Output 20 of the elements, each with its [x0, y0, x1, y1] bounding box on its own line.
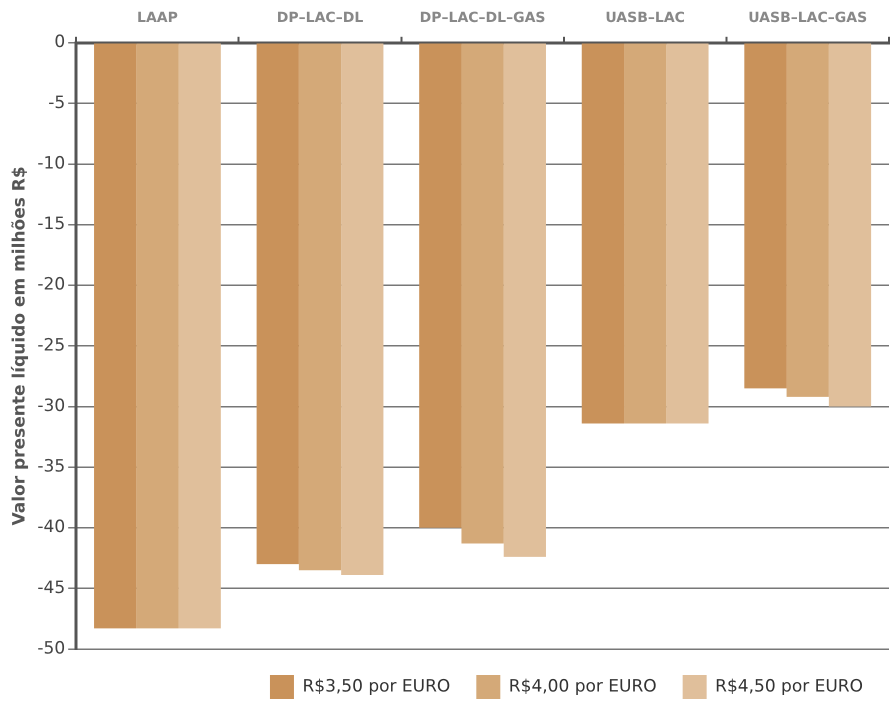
legend-label: R$4,50 por EURO [715, 676, 864, 696]
y-tick-label: -40 [37, 517, 66, 538]
y-tick-label: -5 [48, 92, 66, 113]
y-tick-label: -20 [37, 274, 66, 295]
legend-label: R$3,50 por EURO [302, 676, 450, 696]
y-tick-label: -45 [37, 578, 66, 598]
x-tick-label: DP–LAC–DL–GAS [420, 10, 546, 26]
x-tick-label: DP–LAC–DL [276, 10, 364, 26]
y-axis-title: Valor presente líquido em milhões R$ [10, 166, 30, 526]
y-tick-label: -50 [37, 638, 66, 658]
y-tick-label: -15 [37, 214, 66, 234]
x-tick-label: LAAP [137, 10, 178, 26]
x-tick-label: UASB–LAC–GAS [748, 10, 868, 26]
y-tick-label: -25 [37, 335, 66, 356]
y-tick-label: 0 [54, 32, 66, 52]
y-tick-label: -10 [37, 153, 66, 174]
legend-label: R$4,00 por EURO [508, 676, 657, 696]
x-tick-label: UASB–LAC [605, 10, 685, 26]
y-tick-label: -30 [37, 396, 66, 416]
y-tick-label: -35 [37, 456, 66, 477]
